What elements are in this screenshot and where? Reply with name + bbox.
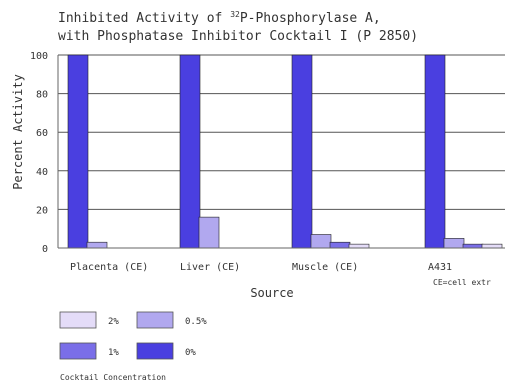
bar-muscle-0pct [291, 54, 313, 249]
bars [67, 54, 503, 249]
chart-title-line1: Inhibited Activity of 32P-Phosphorylase … [58, 10, 381, 26]
category-label: Muscle (CE) [292, 262, 358, 273]
category-label: Liver (CE) [180, 262, 240, 273]
legend-label: 0.5% [185, 317, 207, 327]
category-labels: Placenta (CE) Liver (CE) Muscle (CE) A431 [70, 262, 452, 273]
bar-a431-1pct [462, 243, 484, 249]
bar-liver-0_5pct [198, 216, 220, 249]
title-suffix: P-Phosphorylase A, [240, 11, 381, 26]
bar-muscle-1pct [329, 241, 351, 249]
footnote: CE=cell extr [433, 278, 491, 287]
legend-swatch-1pct [59, 342, 97, 360]
y-tick-label: 100 [30, 51, 48, 62]
bar-muscle-2pct [348, 243, 370, 249]
legend-label: 2% [108, 317, 119, 327]
y-tick-label: 20 [36, 205, 48, 216]
bar-a431-2pct [481, 243, 503, 249]
bar-placenta-0_5pct [86, 241, 108, 249]
legend-swatch-2pct [59, 311, 97, 329]
legend-label: 0% [185, 348, 196, 358]
y-tick-label: 40 [36, 167, 48, 178]
legend-swatch-0_5pct [136, 311, 174, 329]
legend: 2% 0.5% 1% 0% [59, 311, 207, 360]
category-label: Placenta (CE) [70, 262, 148, 273]
category-label: A431 [428, 262, 452, 273]
bar-liver-0pct [179, 54, 201, 249]
legend-label: 1% [108, 348, 119, 358]
title-superscript: 32 [230, 10, 240, 19]
y-tick-labels: 0 20 40 60 80 100 [30, 51, 48, 255]
y-axis-label: Percent Activity [11, 74, 25, 190]
bar-a431-0pct [424, 54, 446, 249]
y-tick-label: 60 [36, 128, 48, 139]
legend-swatch-0pct [136, 342, 174, 360]
bar-placenta-0pct [67, 54, 89, 249]
bar-muscle-0_5pct [310, 234, 332, 249]
x-axis-label: Source [250, 286, 293, 300]
bar-a431-0_5pct [443, 238, 465, 249]
legend-title: Cocktail Concentration [60, 373, 166, 382]
y-tick-label: 0 [42, 244, 48, 255]
title-prefix: Inhibited Activity of [58, 11, 230, 26]
chart-title-line2: with Phosphatase Inhibitor Cocktail I (P… [58, 29, 418, 44]
chart-title: Inhibited Activity of 32P-Phosphorylase … [58, 10, 418, 44]
y-tick-label: 80 [36, 90, 48, 101]
